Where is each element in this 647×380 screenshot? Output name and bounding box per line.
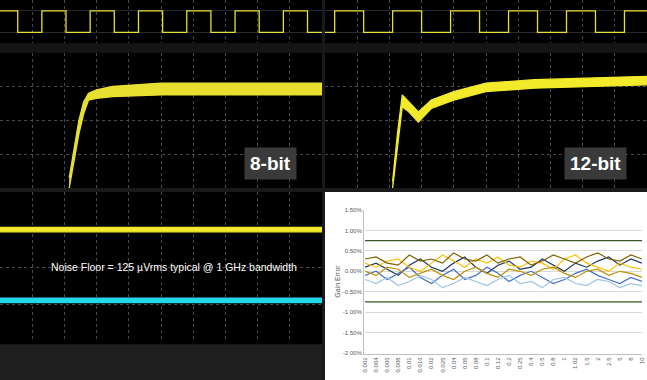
svg-text:0.008: 0.008 xyxy=(395,357,401,373)
svg-text:8: 8 xyxy=(628,357,634,361)
svg-text:-1.50%: -1.50% xyxy=(343,330,363,336)
svg-text:5: 5 xyxy=(617,357,623,361)
svg-text:0.016: 0.016 xyxy=(417,357,423,373)
svg-text:0.002: 0.002 xyxy=(362,357,368,373)
svg-text:-1.00%: -1.00% xyxy=(343,309,363,315)
svg-text:0.8: 0.8 xyxy=(550,357,556,366)
svg-text:1.5: 1.5 xyxy=(584,357,590,366)
svg-text:0.04: 0.04 xyxy=(451,357,457,369)
svg-text:0.12: 0.12 xyxy=(495,357,501,369)
svg-text:0.006: 0.006 xyxy=(384,357,390,373)
svg-text:0.01: 0.01 xyxy=(406,357,412,369)
svg-text:0.25: 0.25 xyxy=(517,357,523,369)
svg-text:2: 2 xyxy=(595,357,601,361)
svg-text:8-bit: 8-bit xyxy=(250,153,291,174)
svg-text:0.50%: 0.50% xyxy=(345,248,363,254)
svg-text:-2.00%: -2.00% xyxy=(343,350,363,356)
svg-text:1: 1 xyxy=(561,357,567,361)
svg-text:-0.50%: -0.50% xyxy=(343,289,363,295)
svg-text:0.02: 0.02 xyxy=(428,357,434,369)
svg-text:0.08: 0.08 xyxy=(473,357,479,369)
svg-text:Noise Floor = 125 µVrms typica: Noise Floor = 125 µVrms typical @ 1 GHz … xyxy=(51,261,297,273)
svg-text:0.00%: 0.00% xyxy=(345,268,363,274)
svg-text:0.004: 0.004 xyxy=(373,357,379,373)
svg-text:0.025: 0.025 xyxy=(440,357,446,373)
svg-text:12-bit: 12-bit xyxy=(570,153,621,174)
svg-text:1.00%: 1.00% xyxy=(345,228,363,234)
svg-text:2.5: 2.5 xyxy=(606,357,612,366)
svg-text:10: 10 xyxy=(639,357,645,364)
svg-text:1.02: 1.02 xyxy=(572,357,578,369)
svg-text:1.50%: 1.50% xyxy=(345,207,363,213)
svg-text:0.5: 0.5 xyxy=(539,357,545,366)
svg-text:0.1: 0.1 xyxy=(484,357,490,366)
svg-text:0.2: 0.2 xyxy=(506,357,512,366)
svg-text:Gain Error: Gain Error xyxy=(334,265,341,298)
svg-text:0.05: 0.05 xyxy=(462,357,468,369)
svg-text:0.4: 0.4 xyxy=(528,357,534,366)
